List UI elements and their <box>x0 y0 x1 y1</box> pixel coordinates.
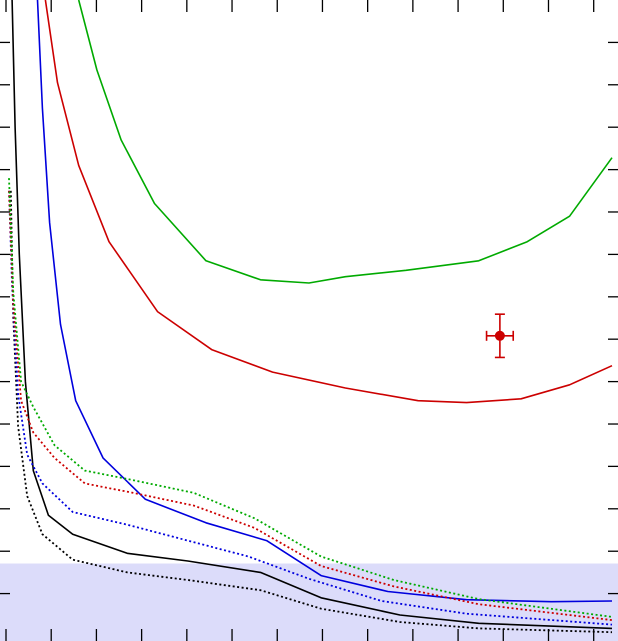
series-line-3 <box>36 0 613 603</box>
series-line-2 <box>44 0 613 404</box>
series-line-7 <box>8 190 613 621</box>
series-line-6 <box>8 190 613 626</box>
data-point-1 <box>485 313 515 359</box>
series-line-5 <box>9 190 613 634</box>
shaded-band <box>0 563 618 641</box>
series-line-1 <box>77 0 613 284</box>
series-layer <box>8 0 613 634</box>
data-points-layer <box>485 313 515 359</box>
series-line-8 <box>8 178 613 618</box>
series-line-4 <box>11 0 613 630</box>
